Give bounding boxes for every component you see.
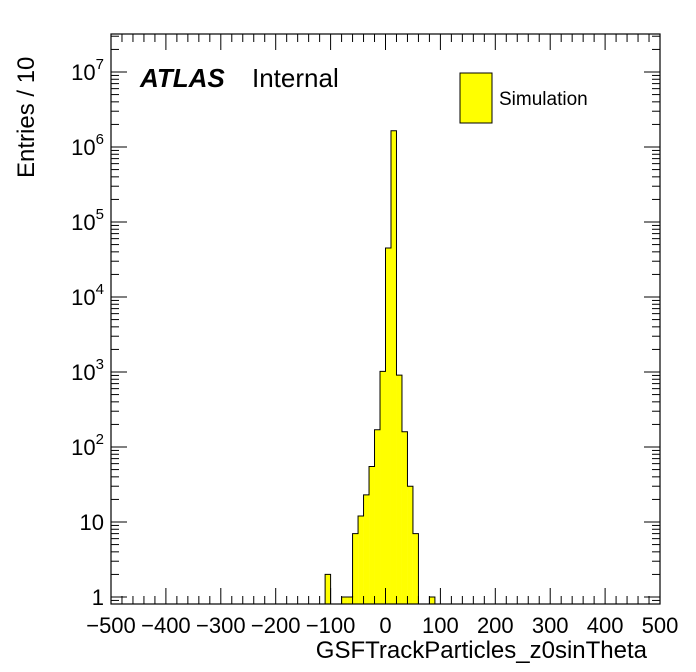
x-tick-label: −100 (306, 613, 356, 638)
y-tick-label: 103 (71, 356, 104, 385)
y-tick-label: 10 (80, 510, 104, 535)
histogram-bars (325, 130, 435, 604)
x-tick-label: 100 (422, 613, 459, 638)
histogram-bar (363, 494, 370, 604)
y-tick-label: 104 (71, 281, 104, 310)
atlas-label: ATLAS (139, 63, 225, 93)
histogram-bar (390, 130, 397, 604)
histogram-bar (429, 597, 435, 604)
y-tick-labels: 1 10 102 103 104 105 106 107 (71, 56, 104, 610)
histogram-bar (412, 533, 419, 604)
x-tick-labels: −500 −400 −300 −200 −100 0 100 200 300 400 500 (86, 613, 678, 638)
x-tick-label: −400 (141, 613, 191, 638)
x-tick-label: −300 (196, 613, 246, 638)
y-tick-label: 106 (71, 131, 104, 160)
y-tick-label: 107 (71, 56, 104, 85)
x-tick-label: −500 (86, 613, 136, 638)
histogram-bar (369, 466, 375, 604)
x-tick-label: 200 (477, 613, 514, 638)
y-tick-label: 102 (71, 431, 104, 460)
histogram-bar (380, 371, 386, 604)
histogram-bar (396, 375, 402, 604)
x-tick-label: 0 (379, 613, 391, 638)
histogram-bar (374, 429, 381, 604)
x-tick-label: 500 (642, 613, 679, 638)
y-tick-label: 1 (92, 585, 104, 610)
histogram-bar (352, 533, 359, 604)
histogram-bar (341, 597, 348, 604)
x-axis-title: GSFTrackParticles_z0sinTheta (316, 637, 648, 664)
y-tick-label: 105 (71, 206, 104, 235)
y-axis-title: Entries / 10 (13, 57, 40, 178)
legend-swatch (459, 72, 493, 124)
axis-ticks (110, 34, 661, 604)
x-tick-label: −200 (251, 613, 301, 638)
histogram-bar (407, 486, 413, 604)
x-tick-label: 300 (532, 613, 569, 638)
x-tick-label: 400 (587, 613, 624, 638)
histogram-bar (347, 597, 353, 604)
histogram-bar (325, 574, 331, 604)
internal-label: Internal (252, 63, 339, 93)
histogram-bar (358, 516, 364, 604)
legend-label: Simulation (499, 89, 588, 110)
histogram-bar (385, 248, 391, 604)
histogram-bar (401, 431, 408, 604)
